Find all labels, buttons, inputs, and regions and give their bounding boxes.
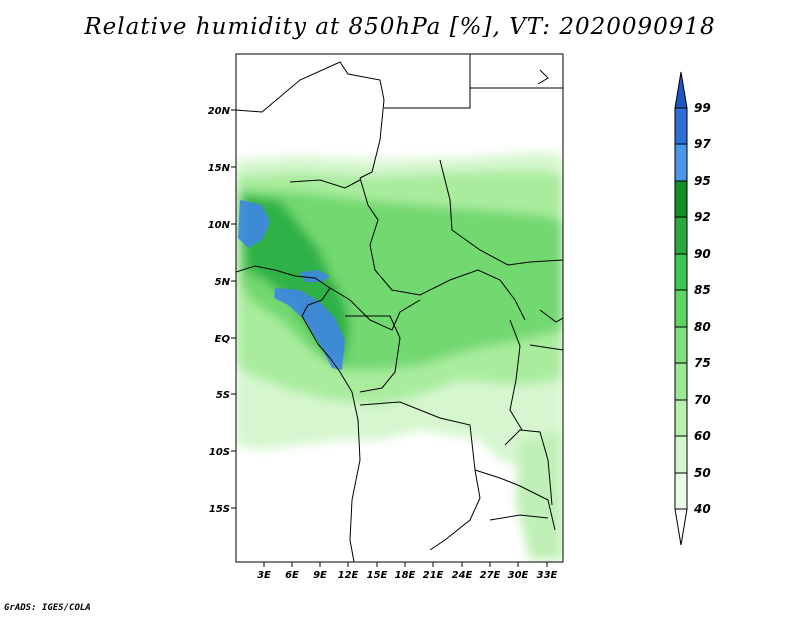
colorbar-swatch-70-75 [674,362,688,401]
colorbar-label-60: 60 [694,429,711,443]
lat-label-10n: 10N [208,220,231,231]
colorbar-label-85: 85 [694,283,711,297]
colorbar-swatch-95-97 [674,143,688,182]
colorbar-labels: 99 97 95 92 90 85 80 75 70 60 50 40 [693,101,711,516]
colorbar-swatch-92-95 [674,180,688,218]
lat-label-5s: 5S [216,390,230,401]
lat-label-15n: 15N [208,163,231,174]
colorbar-swatch-97-99 [674,107,688,145]
humidity-saturated-patches [238,200,345,370]
lat-label-20n: 20N [208,106,231,117]
longitude-axis: 3E 6E 9E 12E 15E 18E 21E 24E 27E 30E 33E [257,562,558,581]
borders [236,54,563,562]
colorbar-swatch-50-60 [674,435,688,474]
lat-label-15s: 15S [209,504,230,515]
colorbar-label-95: 95 [694,174,711,188]
lon-label-24e: 24E [452,570,473,581]
colorbar-swatch-60-70 [674,399,688,437]
humidity-field [236,152,563,560]
colorbar-bottom-arrow [674,508,688,546]
colorbar-swatch-90-92 [674,216,688,255]
colorbar-label-40: 40 [693,502,711,516]
colorbar-label-75: 75 [694,356,711,370]
lon-label-27e: 27E [480,570,501,581]
lat-label-10s: 10S [209,447,230,458]
lon-label-21e: 21E [423,570,444,581]
lon-label-15e: 15E [367,570,388,581]
colorbar-label-90: 90 [694,247,711,261]
colorbar-label-92: 92 [694,210,711,224]
colorbar-swatch-75-80 [674,326,688,364]
colorbar-top-arrow [674,71,688,109]
colorbar-swatch-85-90 [674,253,688,291]
lon-label-18e: 18E [395,570,416,581]
colorbar-swatch-40-50 [674,472,688,510]
colorbar-label-97: 97 [694,137,711,151]
colorbar-label-70: 70 [694,393,711,407]
colorbar-swatch-80-85 [674,289,688,328]
lon-label-33e: 33E [537,570,558,581]
lon-label-30e: 30E [508,570,529,581]
lon-label-3e: 3E [257,570,271,581]
colorbar-label-50: 50 [694,466,711,480]
map-frame [235,53,564,563]
latitude-axis: 20N 15N 10N 5N EQ 5S 10S 15S [208,106,236,515]
grads-credit: GrADS: IGES/COLA [4,603,91,613]
lon-label-12e: 12E [338,570,359,581]
lon-label-9e: 9E [313,570,327,581]
lat-label-5n: 5N [215,277,231,288]
colorbar-label-99: 99 [694,101,711,115]
chart-title: Relative humidity at 850hPa [%], VT: 202… [84,14,716,40]
colorbar-label-80: 80 [694,320,711,334]
lat-label-eq: EQ [215,334,231,345]
lon-label-6e: 6E [285,570,299,581]
colorbar [674,71,688,546]
